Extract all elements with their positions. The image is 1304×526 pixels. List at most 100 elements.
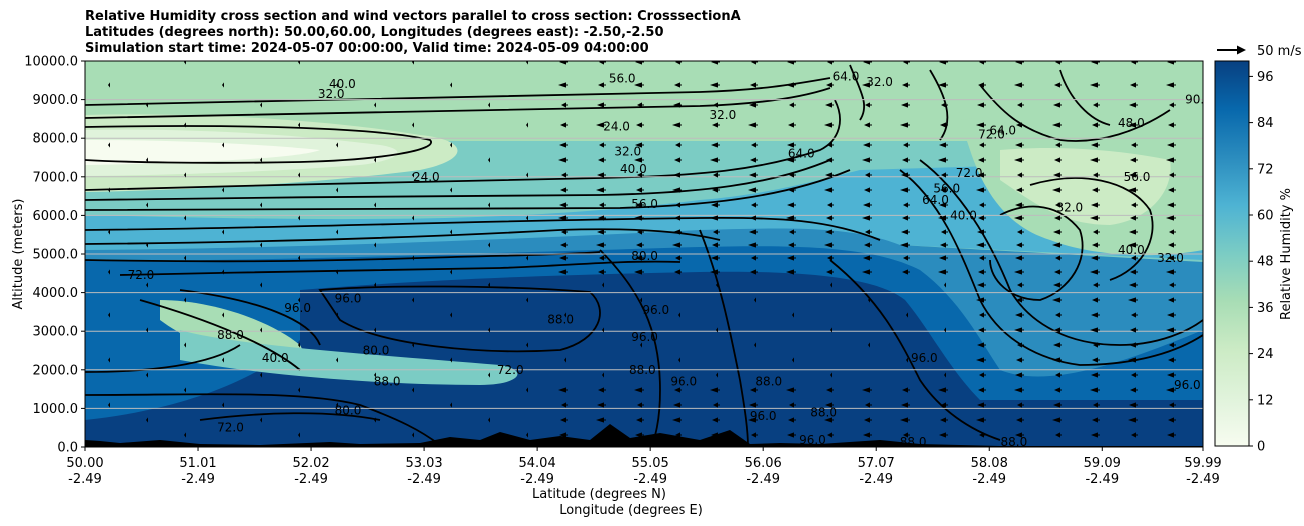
wind-arrow [939,432,948,438]
wind-arrow [108,142,110,148]
wind-arrow [901,402,910,408]
contour-label: 88.0 [374,374,401,388]
wind-arrow [979,255,986,261]
wind-arrow [939,61,948,65]
wind-arrow [1169,172,1176,178]
wind-arrow [450,312,452,318]
wind-arrow [751,255,758,261]
contour-label: 88.0 [900,435,927,449]
wind-arrow [637,402,644,408]
wind-arrow [1091,312,1100,318]
wind-arrow [298,297,300,303]
wind-arrow [674,215,682,221]
colorbar-ticks: 0 12 24 36 48 60 72 84 96 [1249,70,1274,455]
wind-arrow [711,255,720,261]
wind-arrow [977,282,986,288]
wind-arrow [750,215,758,221]
colorbar-tick-label: 60 [1257,209,1274,224]
wind-arrow [640,297,642,303]
contour-label: 40.0 [329,77,356,91]
wind-arrow [526,387,528,393]
contour-label: 64.0 [989,123,1016,137]
wind-arrow [1092,187,1100,193]
wind-arrow [108,312,110,318]
colorbar-tick-label: 72 [1257,162,1274,177]
wind-arrow [1055,372,1062,378]
wind-arrow [146,327,148,333]
wind-arrow [749,172,758,178]
wind-arrow [146,417,148,423]
wind-arrow [754,297,756,303]
wind-arrow [184,255,186,261]
x-tick-label-lon: -2.49 [181,472,215,487]
wind-arrow [1092,357,1100,363]
wind-arrow [260,372,262,378]
wind-arrow [597,229,606,235]
wind-arrow [184,122,186,128]
contour-label: 88.0 [629,363,656,377]
wind-arrow [1015,61,1024,65]
wind-arrow [940,187,948,193]
wind-arrow [599,142,606,148]
wind-arrow [1093,229,1100,235]
wind-arrow [1017,229,1024,235]
quiver-key-label: 50 m/s [1257,44,1302,59]
wind-arrow [558,157,568,163]
wind-arrow [260,242,262,248]
wind-arrow [751,142,758,148]
wind-arrow [903,255,910,261]
wind-arrow [979,312,986,318]
wind-arrow [1090,82,1100,88]
wind-arrow [222,187,224,193]
wind-arrow [635,432,644,438]
wind-arrow [672,417,682,423]
wind-arrow [865,229,872,235]
wind-arrow [903,61,910,65]
wind-arrow [559,255,568,261]
wind-arrow [864,417,872,423]
wind-arrow [596,122,606,128]
wind-arrow [675,202,682,208]
wind-arrow [1014,157,1024,163]
wind-arrow [1016,297,1024,303]
x-axis-label-latitude: Latitude (degrees N) [532,487,666,502]
wind-arrow [1128,297,1138,303]
wind-arrow [1168,417,1176,423]
wind-arrow [940,122,948,128]
wind-arrow [298,432,300,438]
wind-arrow [374,282,376,288]
wind-arrow [674,82,682,88]
wind-arrow [1130,269,1138,275]
wind-arrow [1130,157,1138,163]
wind-arrow [146,202,148,208]
wind-arrow [222,142,224,148]
wind-arrow [1169,402,1176,408]
wind-arrow [1166,215,1176,221]
wind-arrow [865,402,872,408]
wind-arrow [751,432,758,438]
wind-arrow [1015,372,1024,378]
contour-label: 24.0 [603,120,630,134]
contour-label: 88.0 [1001,435,1028,449]
wind-arrow [374,157,376,163]
x-tick-label-lat: 50.00 [66,456,103,471]
wind-arrow [863,255,872,261]
wind-arrow [865,172,872,178]
wind-arrow [1167,255,1176,261]
wind-arrow [526,342,528,348]
wind-arrow [1093,282,1100,288]
wind-arrow [1017,102,1024,108]
wind-arrow [636,122,644,128]
wind-arrow [635,255,644,261]
wind-arrow [558,82,568,88]
wind-arrow [976,297,986,303]
wind-arrow [750,82,758,88]
wind-arrow [374,327,376,333]
colorbar-tick-label: 24 [1257,347,1274,362]
wind-arrow [1167,142,1176,148]
wind-arrow [1169,102,1176,108]
wind-arrow [560,242,568,248]
wind-arrow [1052,357,1062,363]
wind-arrow [184,172,186,178]
wind-arrow [979,372,986,378]
